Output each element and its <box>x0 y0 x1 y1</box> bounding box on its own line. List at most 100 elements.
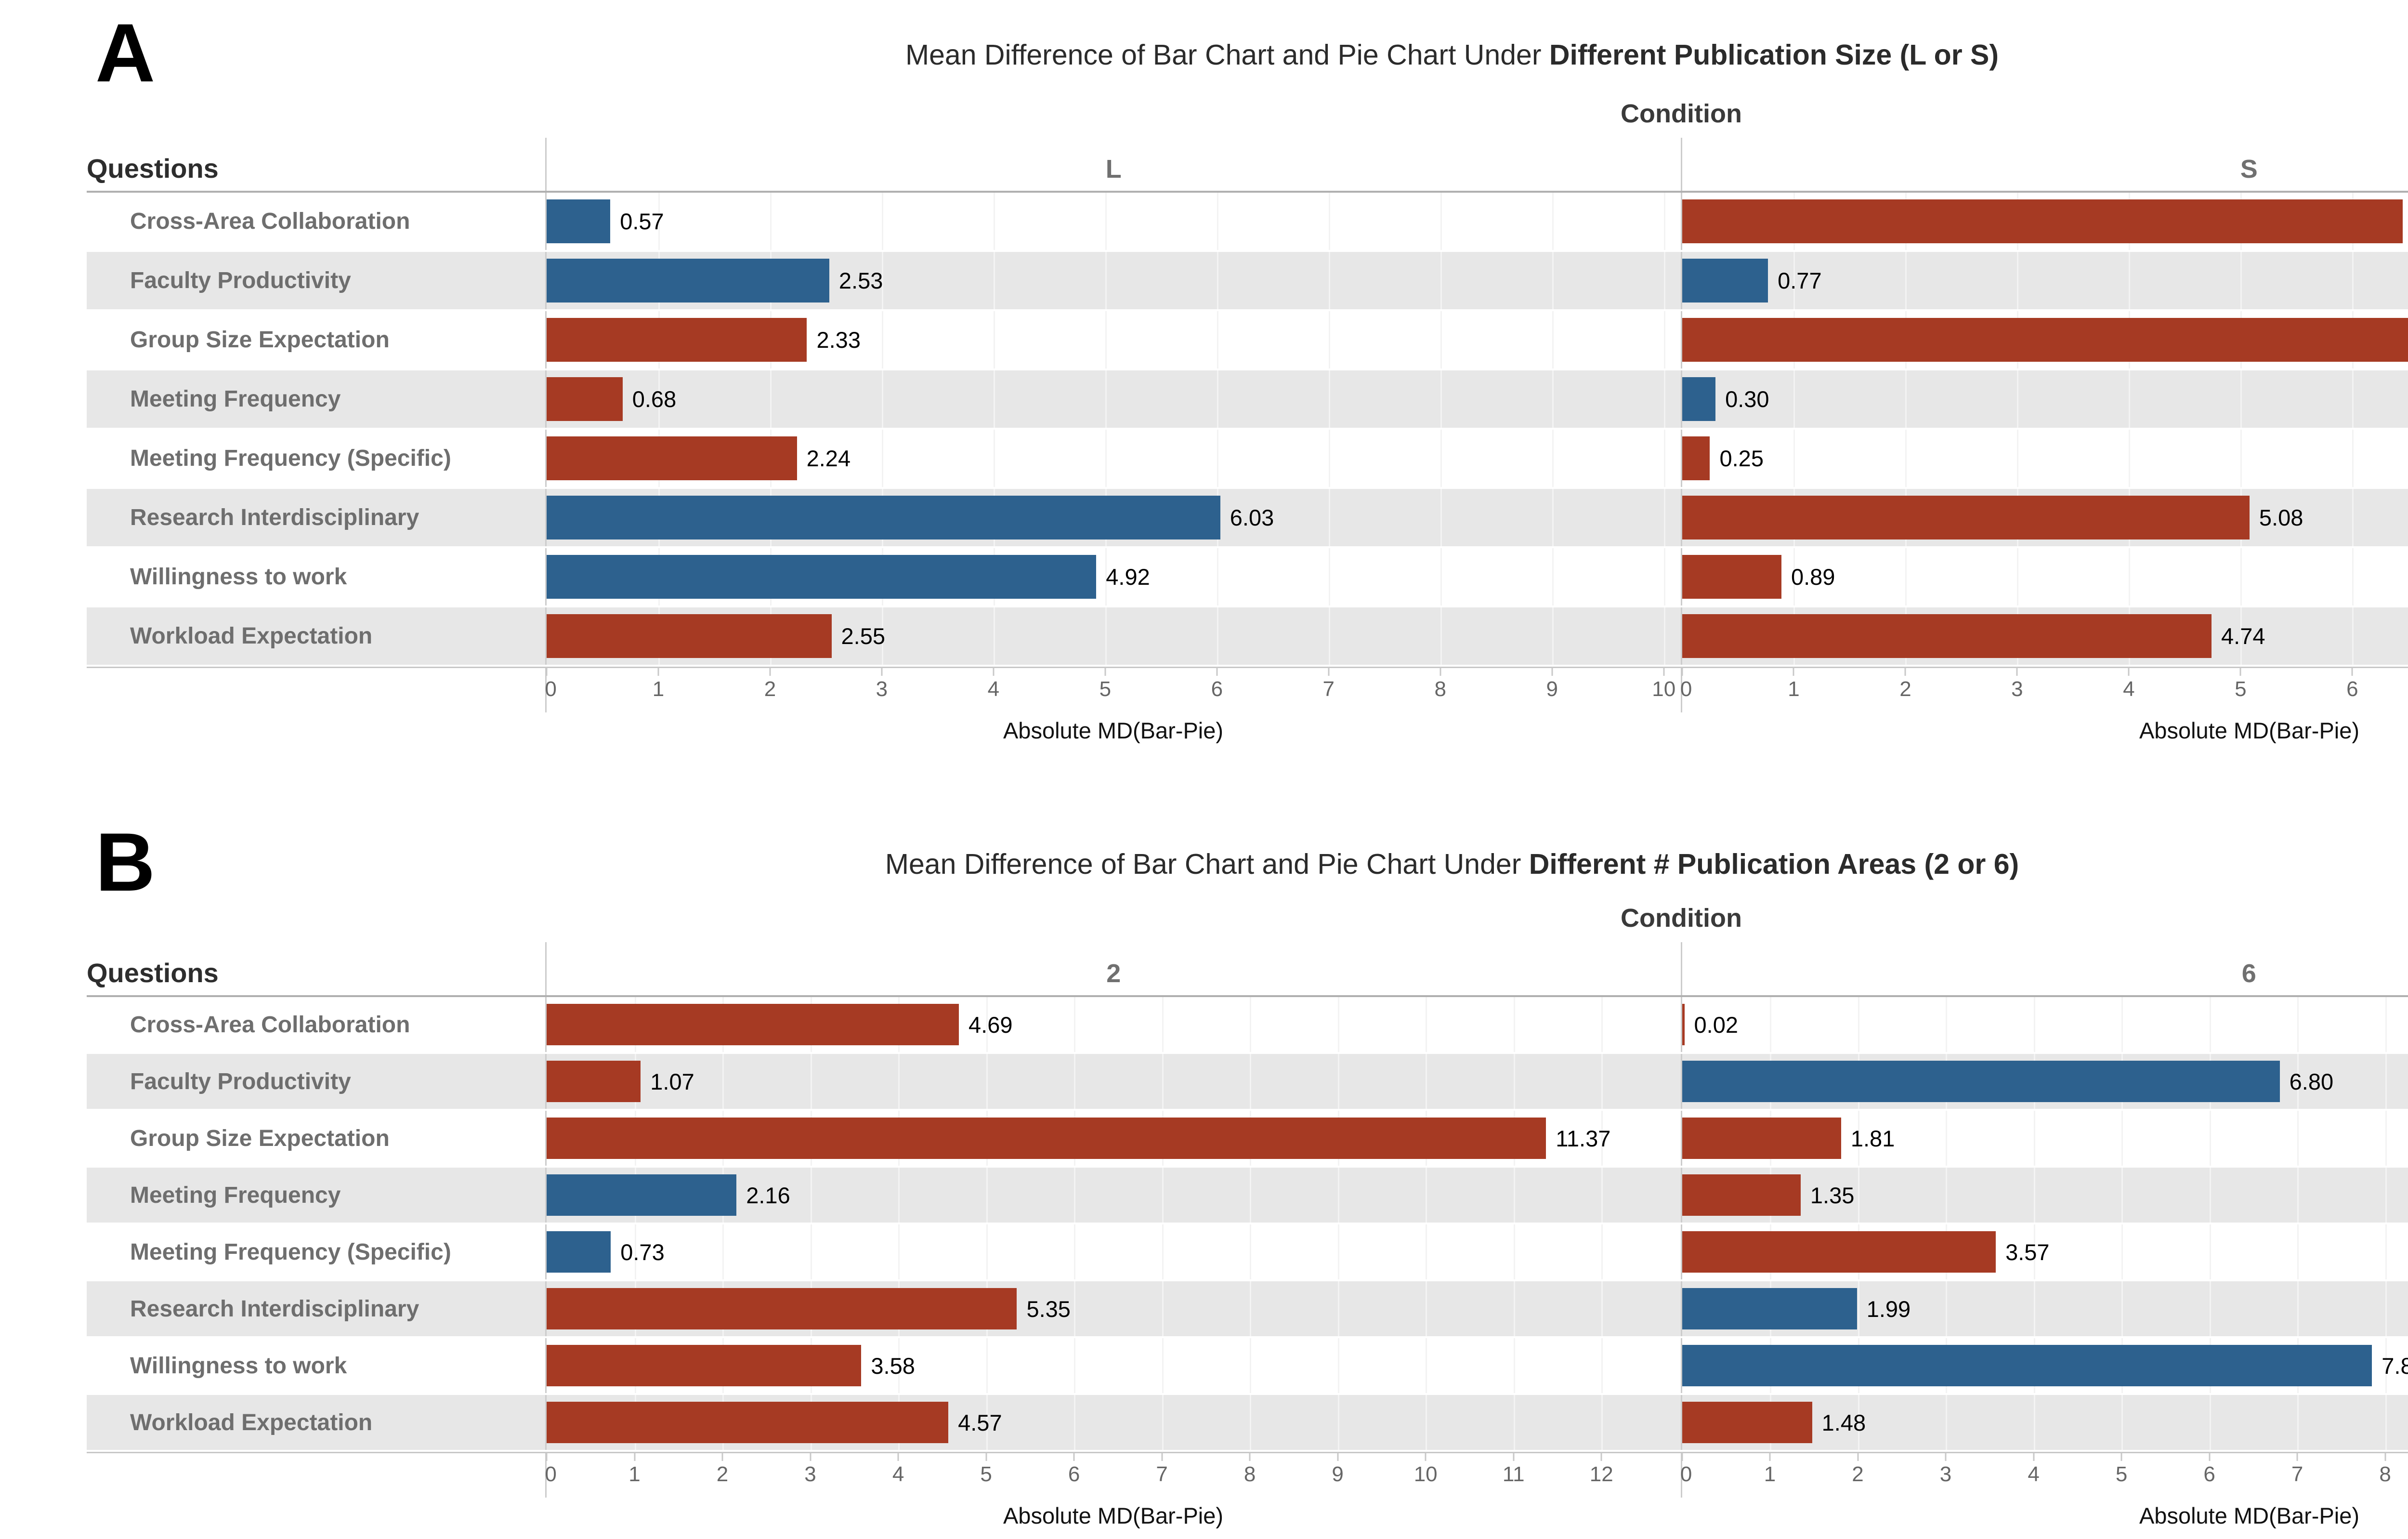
axis-tick <box>1945 1453 1947 1461</box>
x-axis-title-L: Absolute MD(Bar-Pie) <box>545 712 1681 754</box>
plot-cell-S: 0.25 <box>1681 430 2408 487</box>
bar-value-label: 7.85 <box>2382 1355 2408 1377</box>
bar-row: 1.81 <box>1682 1111 2408 1166</box>
axis-tick <box>1440 668 1441 676</box>
bar-gt <box>1682 318 2408 361</box>
bar-row: 4.74 <box>1682 607 2408 665</box>
bar-value-label: 3.58 <box>871 1355 915 1377</box>
bar-value-label: 4.57 <box>958 1411 1002 1434</box>
question-label: Meeting Frequency <box>87 1168 545 1223</box>
question-label: Meeting Frequency <box>87 370 545 428</box>
bar-value-label: 4.69 <box>968 1013 1012 1036</box>
axis-tick-label: 5 <box>2116 1464 2127 1485</box>
axis-tick-label: 1 <box>1788 679 1799 700</box>
axis-tick-label: 11 <box>1503 1464 1525 1485</box>
axis-tick-label: 0 <box>545 679 556 700</box>
plot-cell-S: 6.45 <box>1681 193 2408 250</box>
bar-value-label: 6.80 <box>2290 1070 2333 1093</box>
chart-title-B: Mean Difference of Bar Chart and Pie Cha… <box>87 848 2408 881</box>
bar-value-label: 11.37 <box>1556 1127 1610 1150</box>
bar-row: 6.03 <box>547 489 1681 546</box>
bar-gt <box>547 377 623 421</box>
axis-tick-label: 2 <box>717 1464 728 1485</box>
axis-tick <box>1769 1453 1771 1461</box>
axis-tick <box>1681 1453 1683 1461</box>
bar-row: 2.24 <box>547 430 1681 487</box>
axis-tick <box>1551 668 1553 676</box>
plot-cell-2: 2.16 <box>545 1168 1681 1223</box>
question-label: Workload Expectation <box>87 607 545 665</box>
axis-tick-label: 1 <box>1764 1464 1776 1485</box>
axis-tick <box>1337 1453 1338 1461</box>
question-label: Group Size Expectation <box>87 311 545 368</box>
question-label: Faculty Productivity <box>87 1054 545 1109</box>
question-label: Cross-Area Collaboration <box>87 193 545 250</box>
axis-tick <box>2384 1453 2386 1461</box>
plot-cell-L: 6.03 <box>545 489 1681 546</box>
axis-tick <box>1857 1453 1858 1461</box>
bar-row: 0.73 <box>547 1224 1681 1279</box>
question-label: Cross-Area Collaboration <box>87 997 545 1052</box>
bar-value-label: 1.48 <box>1822 1411 1866 1434</box>
bar-lt <box>547 555 1096 598</box>
axis-tick <box>1328 668 1329 676</box>
bar-row: 7.85 <box>1682 1338 2408 1393</box>
bar-gt <box>1682 614 2212 658</box>
axis-tick-label: 0 <box>545 1464 556 1485</box>
axis-tick <box>1161 1453 1163 1461</box>
bar-gt <box>1682 1174 1801 1216</box>
axis-tick-label: 5 <box>980 1464 992 1485</box>
bar-lt <box>547 1174 736 1216</box>
axis-tick-label: 4 <box>2028 1464 2039 1485</box>
bar-value-label: 0.73 <box>620 1241 664 1263</box>
bar-row: 0.30 <box>1682 370 2408 428</box>
bar-value-label: 3.57 <box>2005 1241 2049 1263</box>
axis-tick-label: 8 <box>1244 1464 1256 1485</box>
bar-gt <box>1682 436 1710 480</box>
bar-value-label: 2.24 <box>807 447 851 470</box>
bar-row: 9.06 <box>1682 311 2408 368</box>
axis-tick <box>2016 668 2018 676</box>
question-label: Willingness to work <box>87 548 545 605</box>
axis-tick-label: 3 <box>876 679 888 700</box>
bar-value-label: 0.25 <box>1719 447 1763 470</box>
x-axis-title-2: Absolute MD(Bar-Pie) <box>545 1498 1681 1539</box>
question-label: Research Interdisciplinary <box>87 489 545 546</box>
axis-tick <box>2240 668 2241 676</box>
bar-gt <box>547 318 807 361</box>
axis-tick <box>993 668 994 676</box>
axis-tick <box>985 1453 987 1461</box>
bar-lt <box>547 259 829 302</box>
bar-lt <box>1682 1061 2280 1103</box>
bar-row: 2.53 <box>547 252 1681 309</box>
bar-value-label: 4.74 <box>2221 625 2265 647</box>
bar-gt <box>1682 1402 1812 1444</box>
axis-tick <box>2128 668 2130 676</box>
bar-row: 11.37 <box>547 1111 1681 1166</box>
axis-spacer <box>87 1453 545 1498</box>
bar-gt <box>547 1118 1546 1159</box>
bar-row: 4.57 <box>547 1395 1681 1450</box>
axis-tick-label: 4 <box>2123 679 2134 700</box>
bar-value-label: 2.33 <box>816 329 860 351</box>
plot-cell-2: 4.69 <box>545 997 1681 1052</box>
plot-cell-L: 0.68 <box>545 370 1681 428</box>
bar-row: 2.16 <box>547 1168 1681 1223</box>
plot-cell-L: 4.92 <box>545 548 1681 605</box>
bar-gt <box>1682 1231 1996 1273</box>
x-axis-titles-B: Absolute MD(Bar-Pie)Absolute MD(Bar-Pie) <box>87 1498 2408 1539</box>
axis-tick-label: 0 <box>1680 1464 1692 1485</box>
axis-tick-label: 10 <box>1652 679 1675 700</box>
plot-cell-2: 3.58 <box>545 1338 1681 1393</box>
condition-header-A: Condition <box>545 90 2408 138</box>
plot-cell-L: 2.53 <box>545 252 1681 309</box>
axis-tick <box>1663 668 1664 676</box>
condition-label-L: L <box>545 138 1681 191</box>
bar-value-label: 5.35 <box>1026 1298 1070 1320</box>
